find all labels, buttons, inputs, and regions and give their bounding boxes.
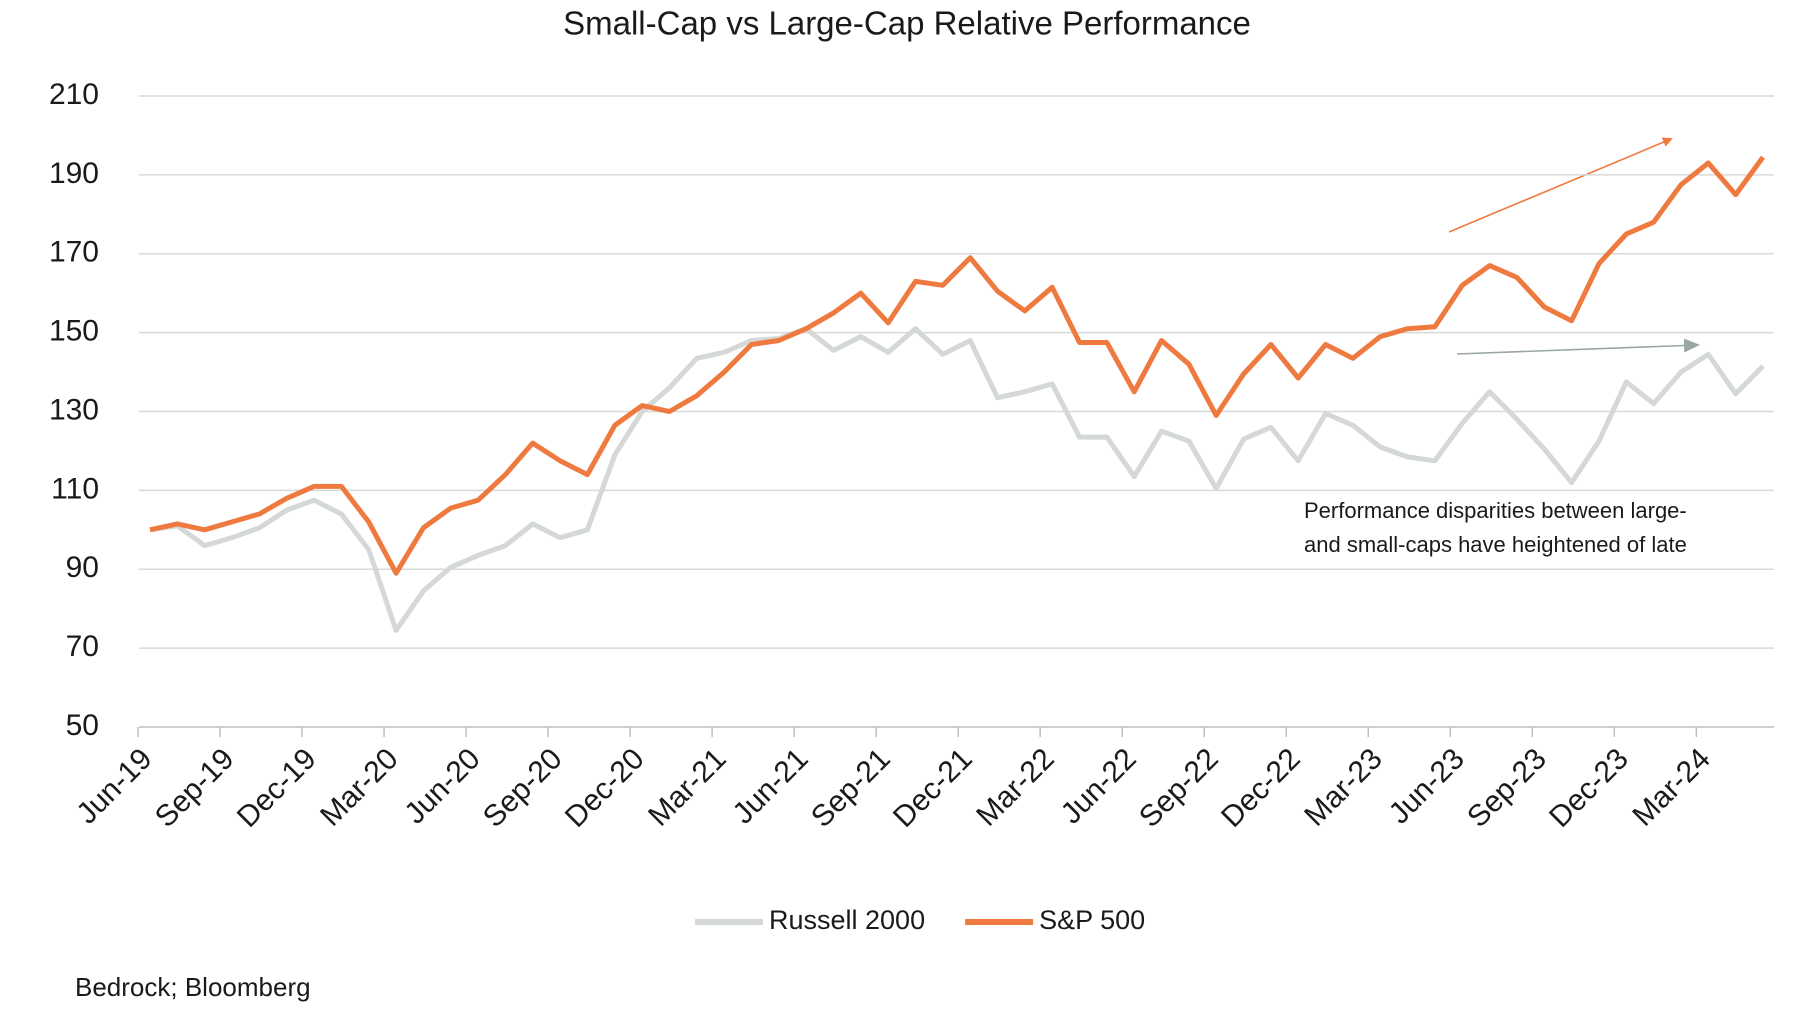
x-tick-label: Jun-19	[70, 742, 158, 830]
y-tick-label: 50	[66, 709, 99, 742]
x-tick-label: Mar-21	[642, 742, 733, 833]
source: Bedrock; Bloomberg	[75, 972, 311, 1002]
x-tick-label: Sep-20	[477, 742, 569, 834]
y-tick-label: 170	[49, 236, 99, 269]
x-tick-label: Dec-22	[1215, 742, 1307, 834]
annotation: and small-caps have heightened of late	[1304, 532, 1687, 557]
x-tick-label: Dec-20	[559, 742, 651, 834]
x-tick-label: Sep-22	[1133, 742, 1225, 834]
arrow	[1456, 338, 1700, 355]
x-tick-label: Mar-23	[1298, 742, 1389, 833]
y-tick-label: 150	[49, 315, 99, 348]
series-line	[149, 155, 1766, 576]
x-tick-label: Dec-23	[1543, 742, 1635, 834]
x-tick-label: Mar-24	[1626, 742, 1717, 833]
x-tick-label: Jun-22	[1055, 742, 1143, 830]
y-tick-label: 90	[66, 551, 99, 584]
annotation: Performance disparities between large-	[1304, 498, 1687, 523]
x-tick-label: Sep-21	[805, 742, 897, 834]
y-tick-label: 110	[51, 472, 99, 505]
chart-title: Small-Cap vs Large-Cap Relative Performa…	[563, 5, 1251, 42]
x-tick-label: Mar-22	[970, 742, 1061, 833]
x-tick-label: Sep-23	[1461, 742, 1553, 834]
y-tick-label: 190	[49, 157, 99, 190]
y-tick-label: 70	[66, 630, 99, 663]
x-tick-label: Jun-23	[1383, 742, 1471, 830]
x-tick-label: Dec-21	[887, 742, 979, 834]
x-tick-label: Dec-19	[231, 742, 323, 834]
y-tick-label: 210	[49, 78, 99, 111]
x-tick-label: Sep-19	[149, 742, 241, 834]
arrow	[1448, 137, 1673, 233]
x-tick-label: Jun-21	[726, 742, 814, 830]
legend-label: S&P 500	[1039, 905, 1145, 935]
x-tick-label: Jun-20	[398, 742, 486, 830]
y-tick-label: 130	[49, 393, 99, 426]
x-tick-label: Mar-20	[314, 742, 405, 833]
series-line	[149, 326, 1765, 633]
legend-label: Russell 2000	[769, 905, 925, 935]
